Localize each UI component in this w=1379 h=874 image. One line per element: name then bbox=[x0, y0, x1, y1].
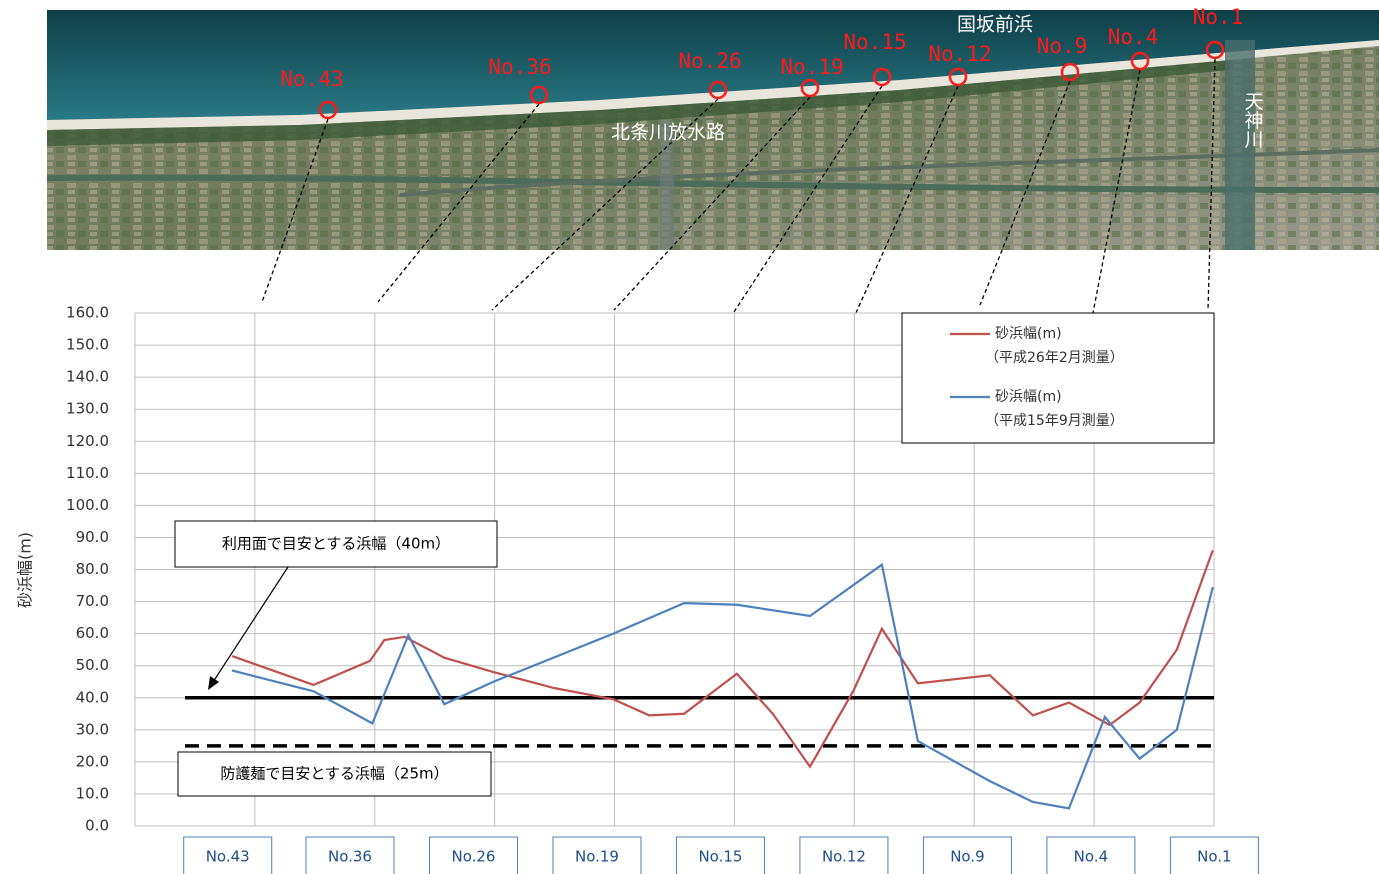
annotation-arrow bbox=[212, 566, 289, 683]
point-marker bbox=[1130, 51, 1150, 71]
point-label: No.9 bbox=[1037, 34, 1088, 58]
y-tick-label: 110.0 bbox=[66, 464, 109, 482]
x-tick-label: No.9 bbox=[950, 848, 984, 866]
x-tick-label: No.26 bbox=[451, 848, 495, 866]
leader-line bbox=[491, 98, 719, 311]
y-tick-label: 130.0 bbox=[66, 400, 109, 418]
annotation-text: 利用面で目安とする浜幅（40m） bbox=[222, 535, 450, 553]
point-label: No.26 bbox=[678, 49, 741, 73]
y-tick-label: 90.0 bbox=[76, 528, 109, 546]
leader-line bbox=[729, 85, 883, 319]
x-tick-box bbox=[183, 836, 273, 874]
point-label: No.15 bbox=[843, 30, 906, 54]
y-tick-label: 40.0 bbox=[76, 688, 109, 706]
point-marker bbox=[1060, 62, 1080, 82]
place-label: 国坂前浜 bbox=[957, 14, 1033, 36]
annotation-text: 防護麺で目安とする浜幅（25m） bbox=[220, 765, 448, 783]
x-tick-box bbox=[428, 836, 518, 874]
chart: 0.0 10.0 20.0 30.0 40.0 50.0 60.0 70.0 80.0 90.0 1… bbox=[16, 304, 1259, 874]
series-line bbox=[231, 549, 1214, 769]
leader-line bbox=[377, 103, 540, 303]
x-tick-box bbox=[675, 836, 765, 874]
x-tick-label: No.1 bbox=[1197, 848, 1231, 866]
point-marker bbox=[800, 78, 820, 98]
y-tick-label: 10.0 bbox=[76, 784, 109, 802]
point-marker bbox=[872, 67, 892, 87]
point-marker bbox=[708, 80, 728, 100]
y-tick-label: 80.0 bbox=[76, 560, 109, 578]
y-tick-label: 50.0 bbox=[76, 656, 109, 674]
x-tick-box bbox=[305, 836, 395, 874]
x-tick-box bbox=[922, 836, 1012, 874]
y-tick-label: 140.0 bbox=[66, 368, 109, 386]
leader-line bbox=[613, 96, 811, 311]
leader-line bbox=[979, 80, 1071, 306]
y-tick-label: 60.0 bbox=[76, 624, 109, 642]
x-tick-label: No.36 bbox=[328, 848, 372, 866]
x-tick-box bbox=[799, 836, 889, 874]
place-label: 北条川放水路 bbox=[611, 122, 725, 144]
y-tick-label: 20.0 bbox=[76, 752, 109, 770]
point-label: No.12 bbox=[928, 42, 991, 66]
x-tick-label: No.15 bbox=[698, 848, 742, 866]
x-tick-label: No.4 bbox=[1074, 848, 1108, 866]
arrow-head bbox=[208, 676, 219, 690]
legend-label: 砂浜幅(m) bbox=[995, 389, 1062, 405]
legend-label: 砂浜幅(m) bbox=[995, 326, 1062, 342]
point-label: No.1 bbox=[1193, 5, 1244, 29]
x-tick-label: No.12 bbox=[822, 848, 866, 866]
point-label: No.19 bbox=[780, 55, 843, 79]
y-tick-label: 100.0 bbox=[66, 496, 109, 514]
y-tick-label: 120.0 bbox=[66, 432, 109, 450]
annotation-box bbox=[177, 751, 492, 797]
series-line bbox=[231, 562, 1214, 810]
point-marker bbox=[948, 67, 968, 87]
aerial-photo bbox=[46, 10, 1379, 250]
y-tick-label: 150.0 bbox=[66, 336, 109, 354]
place-label: 天神川 bbox=[1242, 92, 1264, 149]
x-tick-box bbox=[1169, 836, 1259, 874]
point-label: No.43 bbox=[280, 67, 343, 91]
legend-label: （平成15年9月測量） bbox=[985, 413, 1124, 429]
y-axis-label: 砂浜幅(m) bbox=[16, 532, 35, 608]
x-tick-box bbox=[552, 836, 642, 874]
point-marker bbox=[318, 100, 338, 120]
x-tick-label: No.19 bbox=[575, 848, 619, 866]
y-tick-label: 160.0 bbox=[66, 304, 109, 322]
point-label: No.36 bbox=[488, 55, 551, 79]
point-marker bbox=[529, 85, 549, 105]
annotation-box bbox=[174, 520, 498, 568]
leader-line bbox=[261, 118, 329, 303]
point-marker bbox=[1205, 40, 1225, 60]
y-tick-label: 70.0 bbox=[76, 592, 109, 610]
x-tick-label: No.43 bbox=[206, 848, 250, 866]
legend-label: （平成26年2月測量） bbox=[985, 350, 1124, 366]
x-tick-box bbox=[1046, 836, 1136, 874]
leader-line bbox=[1091, 69, 1141, 319]
y-tick-label: 30.0 bbox=[76, 720, 109, 738]
point-label: No.4 bbox=[1108, 25, 1159, 49]
y-tick-label: 0.0 bbox=[85, 817, 109, 835]
